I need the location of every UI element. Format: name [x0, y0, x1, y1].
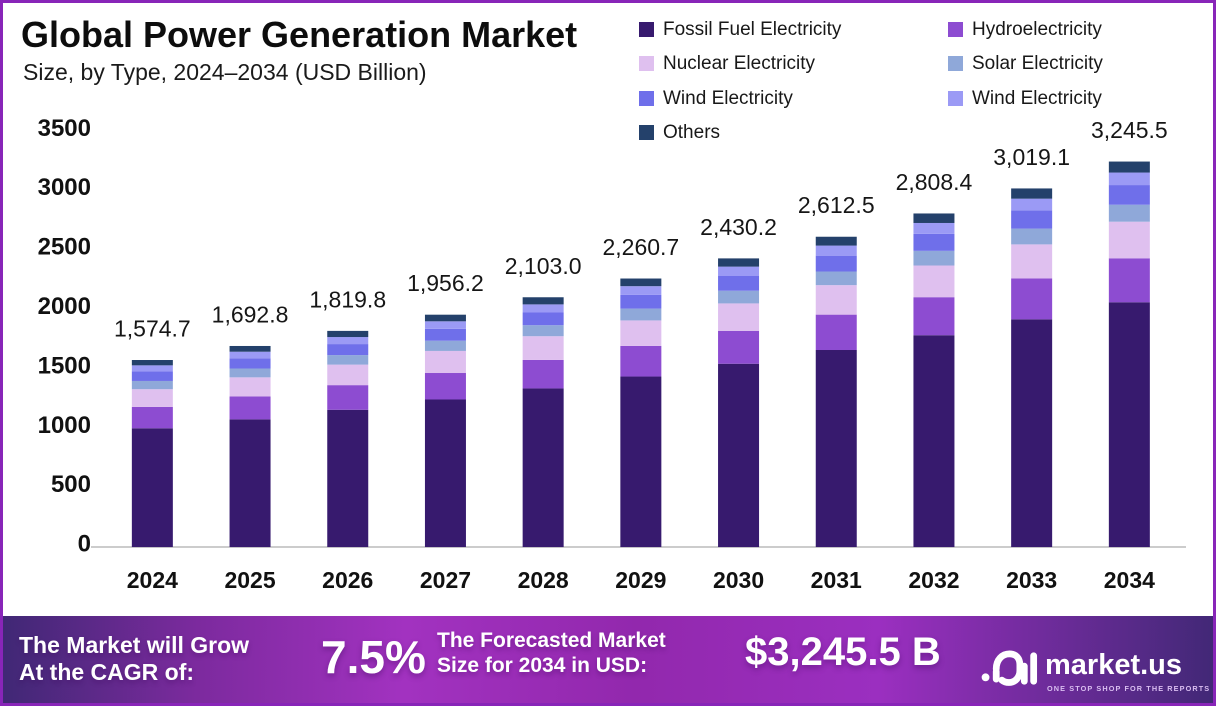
svg-text:2,430.2: 2,430.2	[700, 214, 777, 240]
svg-text:2,808.4: 2,808.4	[896, 169, 973, 195]
svg-text:1,956.2: 1,956.2	[407, 270, 484, 296]
svg-text:2000: 2000	[38, 293, 91, 320]
svg-text:1,819.8: 1,819.8	[309, 286, 386, 312]
svg-text:2027: 2027	[420, 567, 471, 593]
svg-text:3,245.5: 3,245.5	[1091, 117, 1168, 143]
svg-text:2034: 2034	[1104, 567, 1155, 593]
svg-text:2,103.0: 2,103.0	[505, 253, 582, 279]
svg-text:3500: 3500	[38, 115, 91, 142]
svg-text:3,019.1: 3,019.1	[993, 144, 1070, 170]
svg-text:2028: 2028	[518, 567, 569, 593]
svg-text:2033: 2033	[1006, 567, 1057, 593]
svg-text:1500: 1500	[38, 352, 91, 379]
svg-text:2024: 2024	[127, 567, 178, 593]
svg-text:1000: 1000	[38, 412, 91, 439]
svg-text:1,692.8: 1,692.8	[212, 301, 289, 327]
svg-text:2500: 2500	[38, 234, 91, 261]
svg-text:2032: 2032	[908, 567, 959, 593]
svg-text:2029: 2029	[615, 567, 666, 593]
svg-text:2,260.7: 2,260.7	[602, 234, 679, 260]
svg-text:2030: 2030	[713, 567, 764, 593]
svg-text:2031: 2031	[811, 567, 862, 593]
svg-text:2026: 2026	[322, 567, 373, 593]
svg-text:3000: 3000	[38, 174, 91, 201]
svg-text:500: 500	[51, 471, 91, 498]
svg-text:2,612.5: 2,612.5	[798, 192, 875, 218]
svg-text:2025: 2025	[224, 567, 275, 593]
svg-text:1,574.7: 1,574.7	[114, 316, 191, 342]
svg-text:0: 0	[78, 531, 91, 558]
